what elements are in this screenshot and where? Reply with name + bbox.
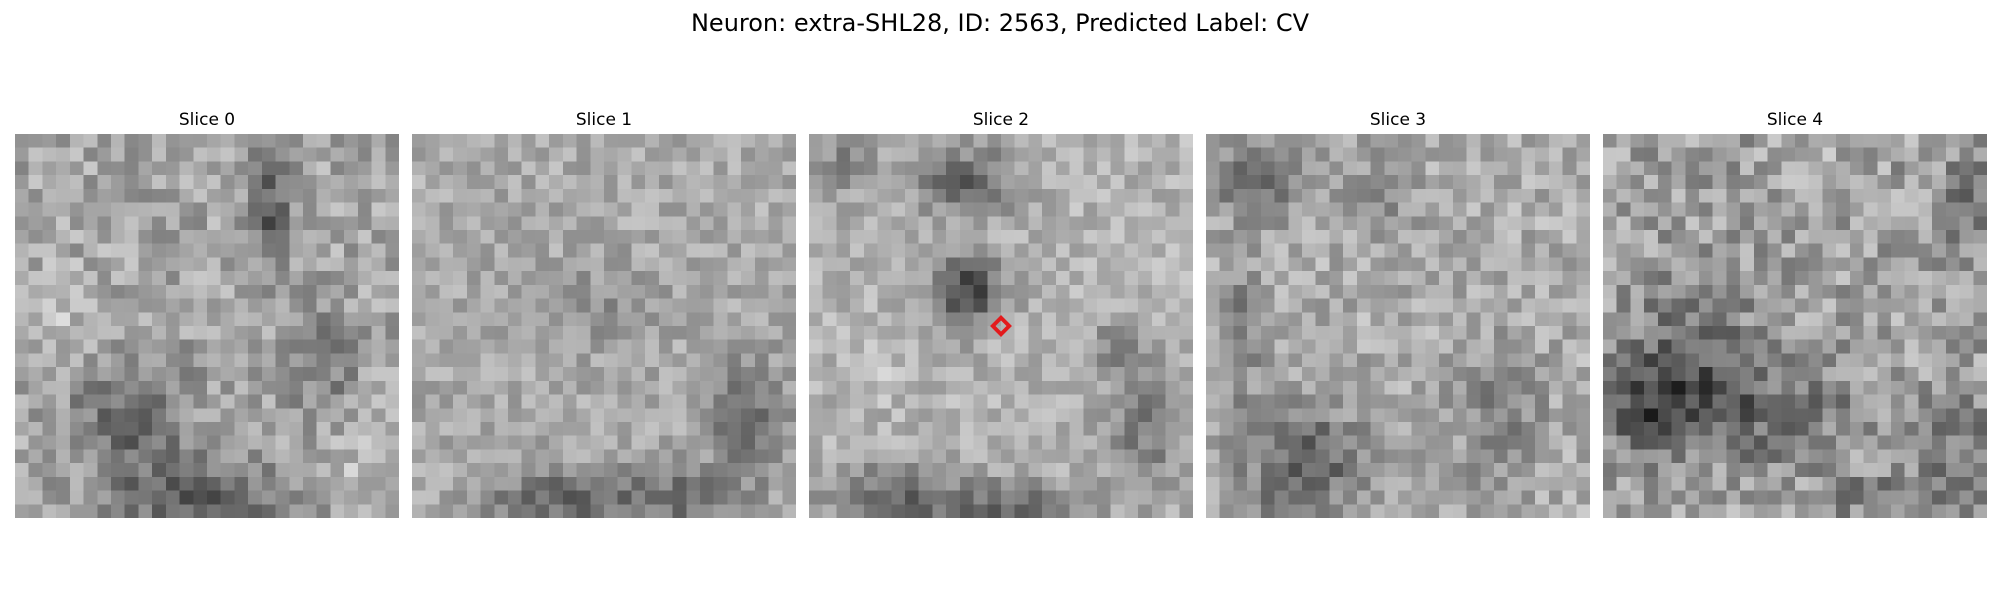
figure-title: Neuron: extra-SHL28, ID: 2563, Predicted… bbox=[690, 9, 1310, 37]
slice-image-1 bbox=[412, 134, 796, 518]
slice-panel-0: Slice 0 bbox=[15, 108, 399, 518]
slice-title-3: Slice 3 bbox=[1369, 110, 1427, 130]
slice-image-0 bbox=[15, 134, 399, 518]
diamond-marker-icon bbox=[990, 315, 1012, 337]
slice-title-0: Slice 0 bbox=[178, 110, 236, 130]
slice-title-1: Slice 1 bbox=[575, 110, 633, 130]
slice-title-2: Slice 2 bbox=[972, 110, 1030, 130]
slice-panel-1: Slice 1 bbox=[412, 108, 796, 518]
slice-image-3 bbox=[1206, 134, 1590, 518]
slice-image-2 bbox=[809, 134, 1193, 518]
slice-panel-4: Slice 4 bbox=[1603, 108, 1987, 518]
slice-image-4 bbox=[1603, 134, 1987, 518]
slice-title-4: Slice 4 bbox=[1766, 110, 1824, 130]
slice-panel-3: Slice 3 bbox=[1206, 108, 1590, 518]
slice-panel-2: Slice 2 bbox=[809, 108, 1193, 518]
